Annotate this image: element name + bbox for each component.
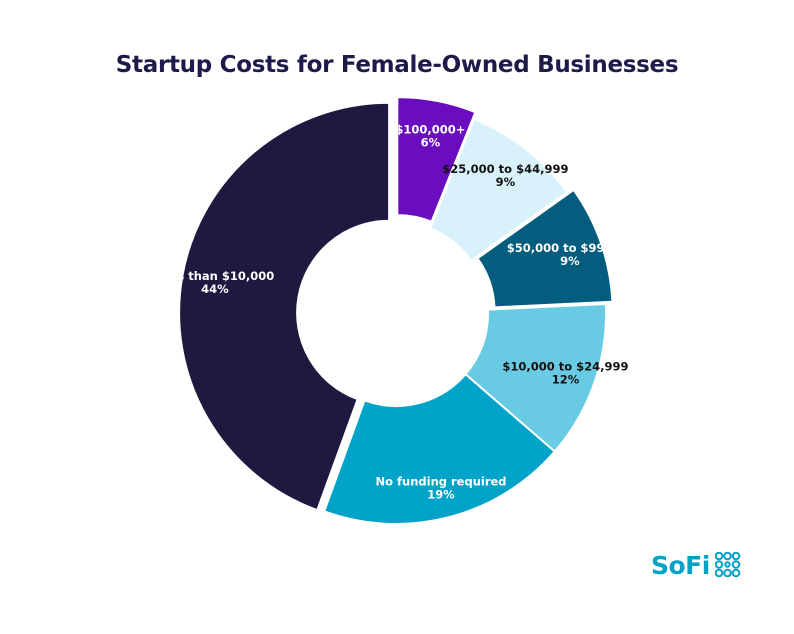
logo-dot: [731, 552, 741, 561]
logo-dot: [714, 568, 724, 578]
slice-label: $50,000 to $99,999 9%: [507, 241, 633, 268]
donut-slice: [476, 188, 614, 309]
donut-slice: [396, 96, 477, 224]
logo-dot: [723, 552, 732, 561]
slice-label: $10,000 to $24,999 12%: [502, 360, 628, 387]
slice-label: $100,000+ 6%: [395, 123, 465, 150]
chart-title: Startup Costs for Female-Owned Businesse…: [115, 52, 679, 78]
sofi-logo: SoFi: [651, 550, 741, 580]
logo-dot: [723, 568, 732, 578]
slice-label: Less than $10,000 44%: [155, 269, 274, 296]
donut-slice: [322, 372, 557, 525]
logo-text: SoFi: [651, 550, 710, 580]
donut-slice: [428, 117, 569, 263]
logo-dot: [731, 568, 741, 578]
donut-slice: [464, 302, 607, 453]
logo-dot: [724, 561, 731, 568]
logo-dot: [731, 560, 741, 569]
donut-slice: [178, 101, 391, 512]
slice-label: $25,000 to $44,999 9%: [442, 162, 568, 189]
slice-label: No funding required 19%: [376, 475, 507, 502]
sofi-logo-icon: [714, 552, 741, 578]
logo-dot: [714, 552, 724, 561]
logo-dot: [714, 560, 724, 569]
